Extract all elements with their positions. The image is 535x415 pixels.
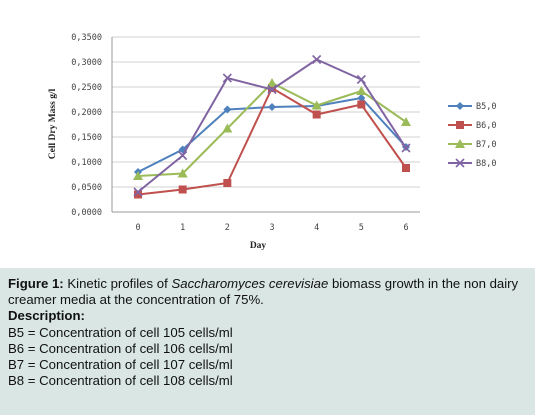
x-tick-label: 2 — [225, 223, 230, 233]
x-tick-label: 3 — [269, 223, 274, 233]
description-line-b5: B5 = Concentration of cell 105 cells/ml — [8, 324, 233, 340]
data-point-b70 — [311, 100, 322, 110]
data-point-b70 — [267, 78, 277, 87]
legend-marker-b80 — [455, 158, 465, 168]
data-point-b50 — [223, 105, 232, 114]
data-point-b80 — [222, 73, 232, 83]
y-tick-label: 0,1500 — [71, 133, 102, 143]
description-label: Description: — [8, 308, 85, 324]
caption-text-before: Kinetic profiles of — [63, 276, 172, 291]
legend-marker-b60 — [456, 121, 464, 129]
figure-caption: Figure 1: Kinetic profiles of Saccharomy… — [8, 276, 530, 389]
y-tick-label: 0,0000 — [71, 208, 102, 218]
data-point-b80 — [356, 74, 366, 85]
data-point-b80 — [178, 150, 188, 161]
data-point-b60 — [357, 100, 366, 109]
y-tick-label: 0,1000 — [71, 158, 102, 168]
legend-label-b80: B8,0 — [476, 159, 496, 169]
data-point-b60 — [178, 185, 187, 194]
data-point-b70 — [133, 171, 143, 180]
figure-label: Figure 1: — [8, 276, 64, 291]
data-point-b70 — [177, 168, 188, 178]
species-name: Saccharomyces cerevisiae — [171, 276, 329, 291]
legend-label-b70: B7,0 — [476, 140, 496, 150]
y-tick-label: 0,2500 — [71, 83, 102, 93]
x-tick-label: 6 — [403, 223, 408, 233]
x-tick-label: 4 — [314, 223, 319, 233]
series-group — [133, 54, 411, 199]
data-point-b80 — [267, 84, 277, 95]
data-point-b60 — [312, 110, 321, 119]
y-axis-title: Cell Dry Mass g/l — [48, 88, 58, 159]
data-point-b70 — [401, 117, 411, 126]
y-tick-label: 0,3500 — [71, 33, 102, 43]
data-point-b80 — [133, 187, 143, 197]
description-line-b6: B6 = Concentration of cell 106 cells/ml — [8, 340, 233, 356]
data-point-b70 — [356, 86, 367, 95]
gridlines — [112, 36, 420, 213]
data-point-b70 — [222, 123, 233, 133]
y-tick-label: 0,2000 — [71, 108, 102, 118]
data-point-b60 — [134, 190, 142, 199]
caption-text-after: biomass growth in the non dairy creamer … — [8, 276, 519, 308]
data-point-b80 — [312, 54, 322, 65]
x-tick-label: 0 — [135, 223, 140, 233]
legend-label-b60: B6,0 — [476, 121, 496, 131]
data-point-b60 — [402, 164, 410, 172]
data-point-b50 — [268, 103, 276, 111]
data-point-b60 — [223, 179, 232, 187]
data-point-b80 — [401, 143, 411, 153]
data-point-b60 — [268, 84, 276, 92]
description-line-b8: B8 = Concentration of cell 108 cells/ml — [8, 373, 233, 389]
line-chart: 0,0000 0,0500 0,1000 0,1500 0,2000 0,2500 0,30… — [48, 33, 496, 251]
description-line-b7: B7 = Concentration of cell 107 cells/ml — [8, 357, 233, 373]
caption-title: Figure 1: Kinetic profiles of Saccharomy… — [8, 276, 530, 308]
y-tick-label: 0,3000 — [71, 58, 102, 68]
data-point-b50 — [357, 94, 366, 102]
x-tick-label: 5 — [359, 223, 364, 233]
legend-label-b50: B5,0 — [476, 102, 496, 112]
y-tick-label: 0,0500 — [71, 183, 102, 193]
legend-marker-b50 — [456, 102, 464, 110]
legend-marker-b70 — [455, 139, 465, 148]
legend: B5,0 B6,0 B7,0 B8,0 — [448, 102, 496, 169]
x-tick-label: 1 — [180, 223, 185, 233]
chart-area: 0,0000 0,0500 0,1000 0,1500 0,2000 0,2500 0,30… — [0, 0, 535, 268]
axes: 0,0000 0,0500 0,1000 0,1500 0,2000 0,2500 0,30… — [71, 33, 420, 233]
x-axis-title: Day — [250, 241, 267, 251]
